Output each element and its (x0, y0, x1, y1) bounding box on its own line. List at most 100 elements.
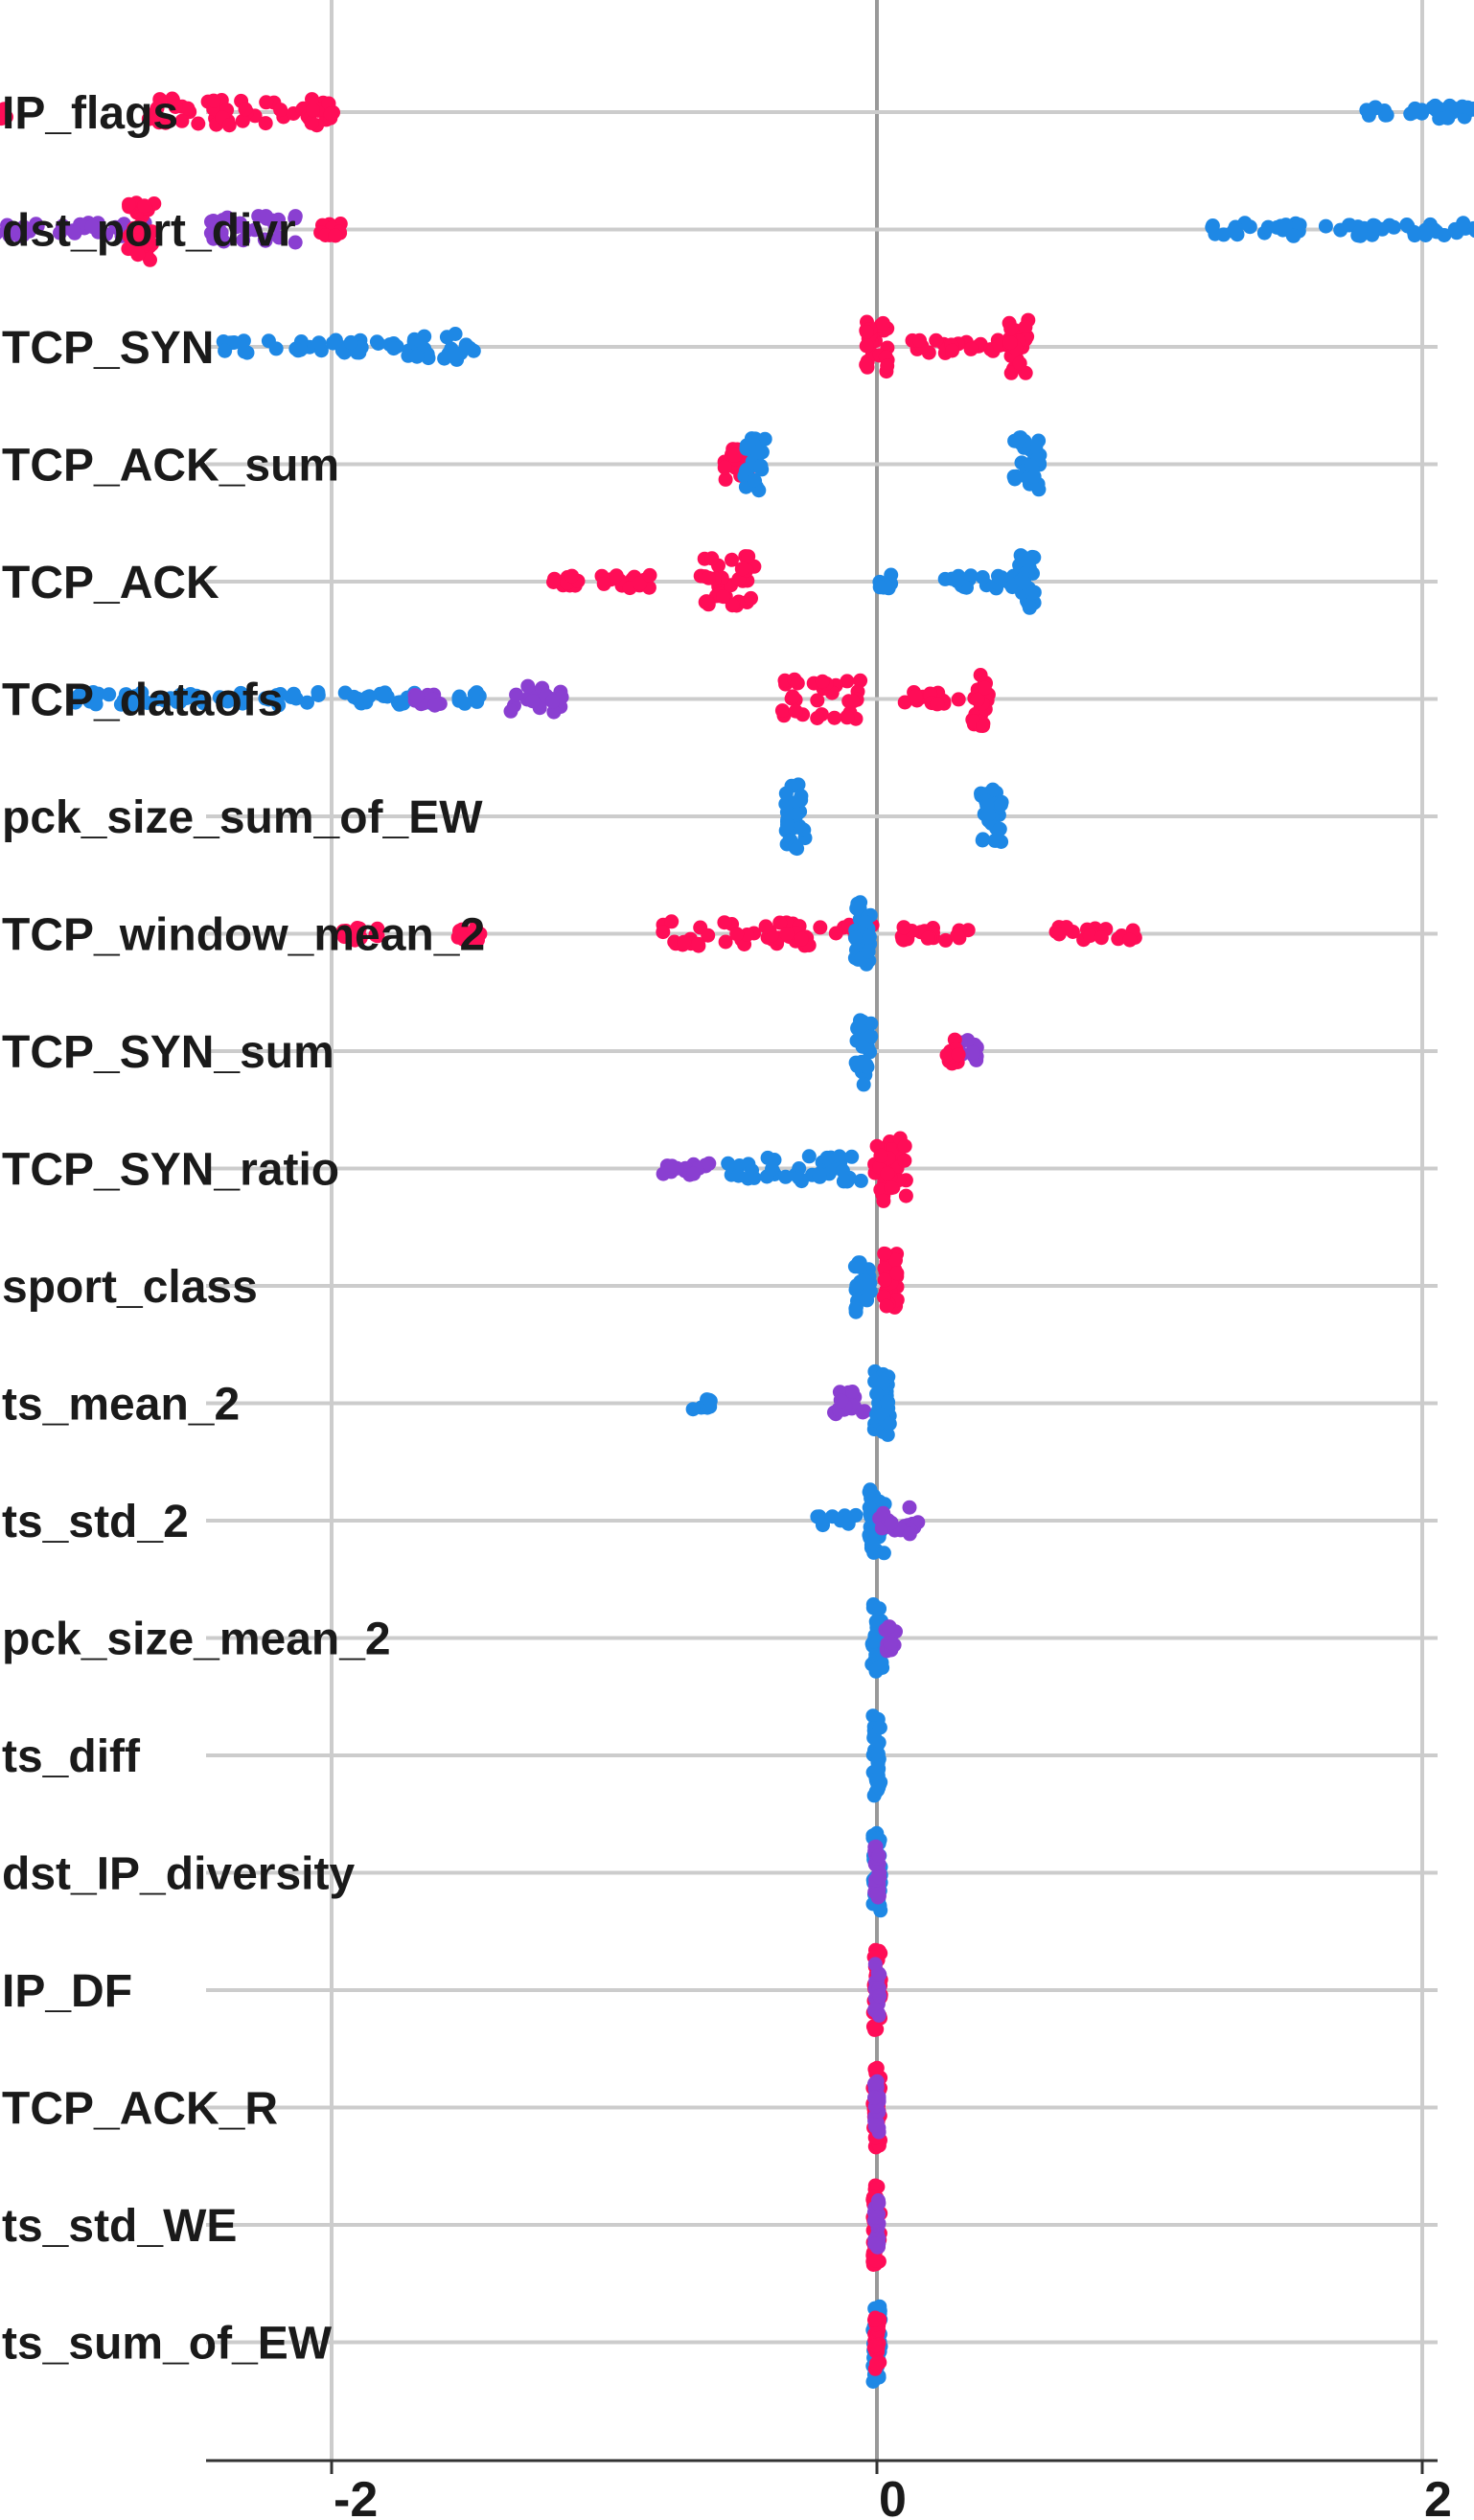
shap-point (863, 1283, 878, 1298)
shap-point (849, 901, 864, 916)
shap-point (780, 817, 795, 833)
shap-point (1468, 223, 1474, 239)
shap-point (1022, 551, 1037, 566)
feature-label: IP_DF (2, 1966, 132, 2017)
shap-point (862, 929, 877, 944)
feature-label: sport_class (2, 1262, 258, 1313)
shap-point (819, 1150, 835, 1165)
shap-point (226, 335, 242, 350)
x-axis: -4-2024 (206, 2459, 1452, 2520)
shap-point (870, 1746, 886, 1761)
shap-point (656, 925, 671, 940)
shap-point (867, 1957, 883, 1972)
shap-point (273, 687, 288, 701)
shap-point (758, 919, 773, 934)
shap-point (1406, 104, 1421, 120)
shap-point (596, 576, 611, 591)
shap-point (855, 1405, 870, 1420)
shap-point (880, 1394, 895, 1409)
shap-point (794, 931, 809, 947)
shap-point (1018, 319, 1033, 334)
shap-point (288, 211, 303, 226)
shap-point (702, 1156, 717, 1171)
shap-point (1432, 111, 1447, 126)
shap-point (884, 1180, 899, 1196)
feature-label: TCP_dataofs (2, 676, 283, 726)
shap-point (1205, 218, 1220, 233)
shap-point (1003, 321, 1019, 336)
shap-point (951, 692, 966, 707)
shap-point (844, 1149, 860, 1164)
feature-label: ts_sum_of_EW (2, 2319, 333, 2370)
shap-point (1359, 103, 1374, 118)
shap-point (872, 580, 887, 595)
shap-point (217, 234, 231, 249)
shap-point (271, 230, 287, 245)
shap-point (546, 704, 562, 720)
shap-point (772, 915, 788, 930)
points-layer (0, 91, 1474, 2389)
shap-point (876, 1193, 891, 1208)
shap-point (343, 334, 358, 350)
shap-point (975, 833, 990, 848)
shap-point (729, 927, 745, 942)
shap-point (1442, 98, 1458, 113)
shap-point (546, 575, 561, 589)
shap-point (938, 932, 954, 948)
shap-point (1082, 928, 1097, 944)
shap-point (1122, 932, 1138, 948)
shap-point (1260, 219, 1276, 235)
shap-point (976, 719, 991, 733)
shap-point (701, 597, 716, 612)
shap-point (288, 235, 303, 250)
shap-point (849, 1056, 864, 1071)
shap-point (1022, 600, 1037, 615)
shap-point (853, 673, 868, 688)
shap-point (867, 2076, 882, 2092)
shap-point (945, 343, 959, 358)
shap-point (251, 209, 266, 224)
shap-point (896, 920, 911, 935)
shap-point (371, 336, 386, 351)
shap-point (458, 337, 473, 353)
shap-point (835, 1163, 850, 1179)
shap-point (509, 687, 524, 702)
feature-label: TCP_ACK_R (2, 2084, 278, 2135)
shap-point (633, 576, 648, 591)
shap-point (717, 915, 732, 930)
shap-point (328, 332, 343, 348)
shap-point (235, 113, 250, 128)
shap-point (84, 219, 100, 235)
shap-point (145, 107, 160, 123)
shap-point (180, 101, 196, 116)
shap-point (869, 1386, 885, 1402)
shap-point (376, 689, 391, 703)
shap-point (287, 686, 301, 701)
shap-point (757, 431, 772, 447)
shap-point (470, 694, 485, 709)
shap-point (127, 220, 142, 236)
shap-point (880, 1166, 895, 1181)
shap-point (259, 95, 274, 110)
shap-point (877, 1272, 892, 1288)
shap-point (323, 106, 338, 122)
shap-point (311, 335, 327, 351)
shap-point (686, 1166, 702, 1181)
shap-point (1226, 223, 1241, 239)
shap-point (845, 694, 861, 709)
shap-point (0, 218, 14, 233)
shap-point (856, 1077, 871, 1092)
shap-point (778, 1169, 794, 1184)
shap-point (609, 568, 624, 584)
shap-point (859, 338, 874, 354)
shap-point (718, 471, 733, 487)
shap-point (1366, 218, 1381, 233)
shap-point (88, 697, 104, 712)
shap-point (257, 232, 272, 247)
shap-point (889, 1266, 905, 1281)
shap-point (794, 789, 809, 804)
shap-point (235, 696, 250, 711)
shap-point (841, 1514, 856, 1528)
shap-point (545, 694, 561, 709)
